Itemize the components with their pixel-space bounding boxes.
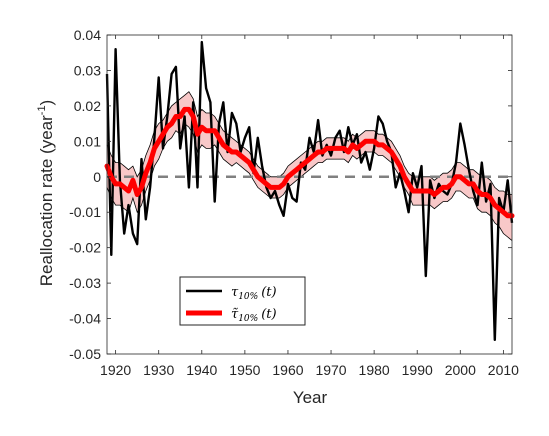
- y-tick-label: 0: [93, 169, 101, 185]
- y-tick-label: -0.02: [69, 240, 101, 256]
- x-tick-label: 1920: [100, 362, 131, 378]
- y-axis-title: Reallocation rate (year-1): [36, 100, 56, 286]
- legend-label-smooth-arg: (t): [261, 307, 276, 322]
- x-tick-label: 1990: [402, 362, 433, 378]
- x-tick-label: 1970: [315, 362, 346, 378]
- tick-labels: 1920 1930 1940 1950 1960 1970 1980 1990 2000 2010…: [69, 27, 519, 378]
- legend-label-raw-main: τ: [231, 285, 239, 300]
- x-tick-label: 2000: [445, 362, 476, 378]
- y-tick-label: 0.03: [74, 62, 101, 78]
- x-tick-label: 1940: [186, 362, 217, 378]
- series-smoothed-line: [104, 106, 515, 219]
- legend-label-smooth: τ̃10% (t): [231, 307, 277, 324]
- y-tick-label: -0.03: [69, 275, 101, 291]
- legend: τ10% (t) τ̃10% (t): [179, 276, 306, 326]
- x-tick-label: 1980: [359, 362, 390, 378]
- band-lower-edge: [106, 122, 513, 241]
- plot-area: [104, 40, 515, 341]
- legend-label-smooth-main: τ̃: [231, 307, 239, 322]
- x-tick-label: 2010: [488, 362, 519, 378]
- legend-label-raw-arg: (t): [261, 285, 276, 300]
- legend-label-raw: τ10% (t): [231, 285, 277, 302]
- y-tick-label: 0.01: [74, 133, 101, 149]
- legend-label-smooth-sub: 10%: [238, 314, 258, 324]
- y-axis-title-superscript: -1: [36, 105, 48, 115]
- y-tick-label: 0.04: [74, 27, 101, 43]
- y-axis-title-close: ): [37, 100, 56, 106]
- y-tick-label: -0.04: [69, 311, 101, 327]
- legend-label-raw-sub: 10%: [238, 292, 258, 302]
- x-tick-label: 1960: [272, 362, 303, 378]
- y-axis-title-main: Reallocation rate (year: [37, 115, 56, 286]
- y-tick-label: 0.02: [74, 98, 101, 114]
- x-tick-label: 1950: [229, 362, 260, 378]
- x-axis-title: Year: [293, 388, 328, 407]
- axes: [106, 34, 513, 355]
- y-tick-label: -0.05: [69, 346, 101, 362]
- x-tick-label: 1930: [143, 362, 174, 378]
- axes-frame: [106, 34, 513, 355]
- y-tick-label: -0.01: [69, 204, 101, 220]
- band-upper-edge: [106, 91, 512, 195]
- series-raw-line: [105, 40, 514, 341]
- legend-box: [179, 276, 306, 326]
